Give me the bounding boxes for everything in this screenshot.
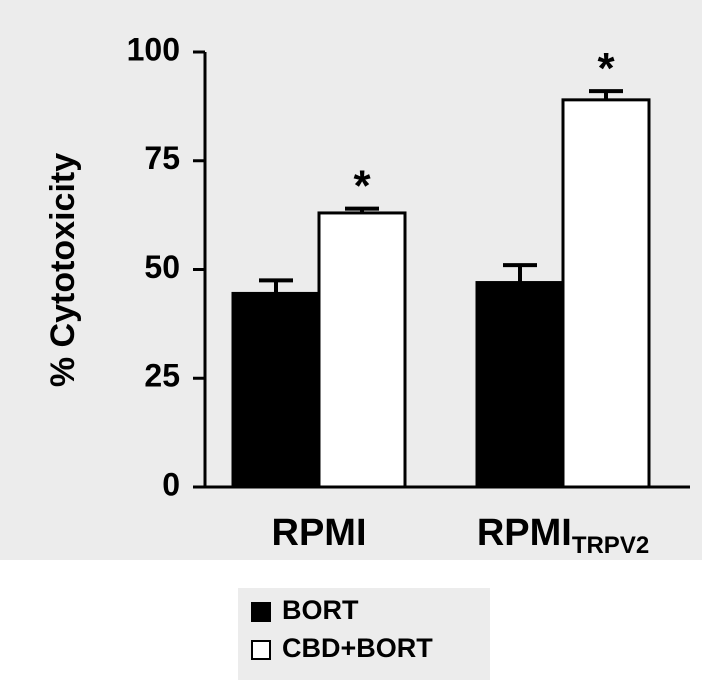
legend-swatch [251, 602, 271, 622]
error-bar [259, 278, 293, 294]
error-bar [345, 206, 379, 213]
category-subscript: TRPV2 [572, 532, 649, 559]
bar [561, 98, 651, 489]
y-tick-label: 50 [144, 249, 180, 285]
category-name: RPMI [272, 512, 367, 554]
y-tick-label: 25 [144, 358, 180, 394]
y-tick-label: 100 [127, 31, 180, 67]
legend-background [238, 588, 490, 680]
legend-label: CBD+BORT [282, 633, 433, 663]
bar [475, 281, 565, 489]
significance-marker: * [597, 44, 615, 93]
error-bar [589, 89, 623, 100]
y-tick-label: 0 [162, 466, 180, 502]
bar [317, 211, 407, 489]
significance-marker: * [353, 162, 371, 211]
y-axis-label: % Cytotoxicity [44, 153, 82, 387]
legend-swatch [251, 640, 271, 660]
bar [231, 291, 321, 489]
y-tick-label: 75 [144, 140, 180, 176]
legend-label: BORT [282, 595, 359, 625]
category-name: RPMI [477, 512, 572, 554]
x-tick-label: RPMI [272, 512, 367, 554]
error-bar [503, 263, 537, 283]
x-tick-label: RPMITRPV2 [477, 512, 649, 559]
